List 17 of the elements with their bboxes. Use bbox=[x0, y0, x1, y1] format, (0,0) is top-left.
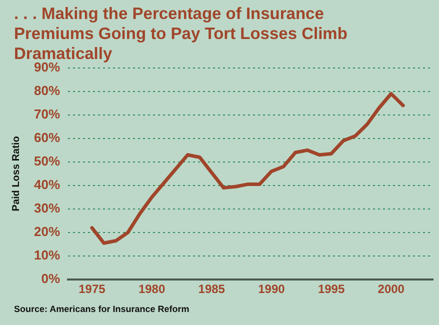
y-tick-label: 20% bbox=[34, 224, 60, 240]
y-tick-label: 30% bbox=[34, 200, 60, 216]
y-tick-label: 70% bbox=[34, 106, 60, 122]
y-tick-label: 0% bbox=[41, 271, 60, 286]
source-note: Source: Americans for Insurance Reform bbox=[14, 304, 190, 314]
y-tick-label: 50% bbox=[34, 154, 60, 169]
x-tick-label: 1975 bbox=[78, 282, 106, 296]
y-tick-label: 10% bbox=[34, 248, 60, 263]
y-tick-label: 80% bbox=[34, 82, 60, 98]
y-tick-label: 60% bbox=[34, 130, 60, 145]
y-axis-title: Paid Loss Ratio bbox=[10, 136, 22, 212]
x-tick-label: 1990 bbox=[258, 282, 286, 296]
x-tick-label: 1985 bbox=[198, 282, 226, 296]
x-tick-label: 1995 bbox=[318, 282, 345, 296]
x-tick-label: 2000 bbox=[378, 282, 405, 296]
x-tick-label: 1980 bbox=[138, 282, 166, 296]
y-tick-label: 40% bbox=[34, 177, 60, 192]
